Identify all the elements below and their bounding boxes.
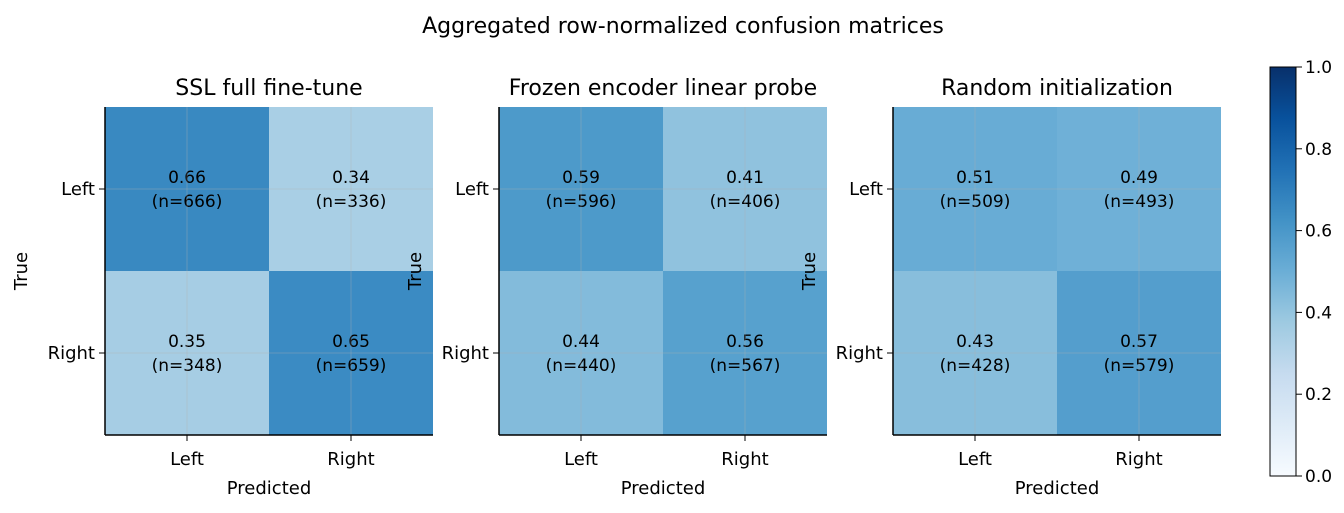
cell-count-label: (n=666) [152,192,223,212]
cell-count-label: (n=579) [1104,356,1175,376]
colorbar-tick-label: 0.0 [1305,467,1332,487]
heatmap-panel-2: Frozen encoder linear probe 0.59 (n=596) 0.… [405,76,827,499]
cell-value-label: 0.66 [168,168,206,188]
panel-title: SSL full fine-tune [175,76,362,101]
cell-value-label: 0.49 [1120,168,1158,188]
y-tick-label: Right [48,343,95,364]
heatmap-cell [1057,107,1221,271]
y-axis-label: True [405,252,426,291]
y-tick-label: Right [836,343,883,364]
cell-value-label: 0.43 [956,332,994,352]
panels: SSL full fine-tune 0.66 (n=666) 0.34 (n=336)… [11,76,1221,499]
cell-value-label: 0.41 [726,168,764,188]
panel-title: Random initialization [941,76,1173,101]
x-axis-label: Predicted [621,478,706,499]
cell-value-label: 0.34 [332,168,370,188]
heatmap-cell [105,271,269,435]
cell-value-label: 0.35 [168,332,206,352]
x-tick-label: Left [170,449,204,470]
cell-value-label: 0.51 [956,168,994,188]
colorbar-tick-label: 0.6 [1305,222,1332,242]
colorbar-tick-label: 0.4 [1305,303,1332,323]
cell-count-label: (n=509) [940,192,1011,212]
heatmap-cell [499,271,663,435]
y-tick-label: Left [61,179,95,200]
cell-count-label: (n=659) [316,356,387,376]
heatmap-panel-1: SSL full fine-tune 0.66 (n=666) 0.34 (n=336)… [11,76,433,499]
cell-count-label: (n=596) [546,192,617,212]
y-tick-label: Right [442,343,489,364]
y-tick-label: Left [849,179,883,200]
cell-count-label: (n=406) [710,192,781,212]
cell-value-label: 0.44 [562,332,600,352]
colorbar-tick-label: 0.8 [1305,140,1332,160]
y-axis-label: True [11,252,32,291]
cell-count-label: (n=440) [546,356,617,376]
colorbar-gradient [1269,66,1297,477]
heatmap-cell [893,271,1057,435]
cell-count-label: (n=336) [316,192,387,212]
heatmap-cell [663,107,827,271]
figure-title: Aggregated row-normalized confusion matr… [422,14,944,39]
heatmap-cell [499,107,663,271]
x-tick-label: Right [327,449,374,470]
heatmap-cell [893,107,1057,271]
colorbar-ticks: 0.0 0.2 0.4 0.6 0.8 1.0 [1296,58,1332,487]
heatmap-cell [1057,271,1221,435]
heatmap-cell [663,271,827,435]
y-axis-label: True [799,252,820,291]
heatmap-cell [105,107,269,271]
cell-count-label: (n=567) [710,356,781,376]
heatmap-panel-3: Random initialization 0.51 (n=509) 0.49 (n=4… [799,76,1221,499]
x-axis-label: Predicted [1015,478,1100,499]
cell-value-label: 0.65 [332,332,370,352]
cell-count-label: (n=348) [152,356,223,376]
colorbar-tick-label: 0.2 [1305,385,1332,405]
heatmap-cell [269,107,433,271]
panel-title: Frozen encoder linear probe [509,76,817,101]
heatmap-cell [269,271,433,435]
cell-value-label: 0.59 [562,168,600,188]
x-tick-label: Left [958,449,992,470]
colorbar-tick-label: 1.0 [1305,58,1332,78]
cell-value-label: 0.56 [726,332,764,352]
x-tick-label: Left [564,449,598,470]
y-tick-label: Left [455,179,489,200]
x-tick-label: Right [721,449,768,470]
cell-value-label: 0.57 [1120,332,1158,352]
cell-count-label: (n=493) [1104,192,1175,212]
cell-count-label: (n=428) [940,356,1011,376]
x-axis-label: Predicted [227,478,312,499]
colorbar: 0.0 0.2 0.4 0.6 0.8 1.0 [1269,58,1332,487]
x-tick-label: Right [1115,449,1162,470]
